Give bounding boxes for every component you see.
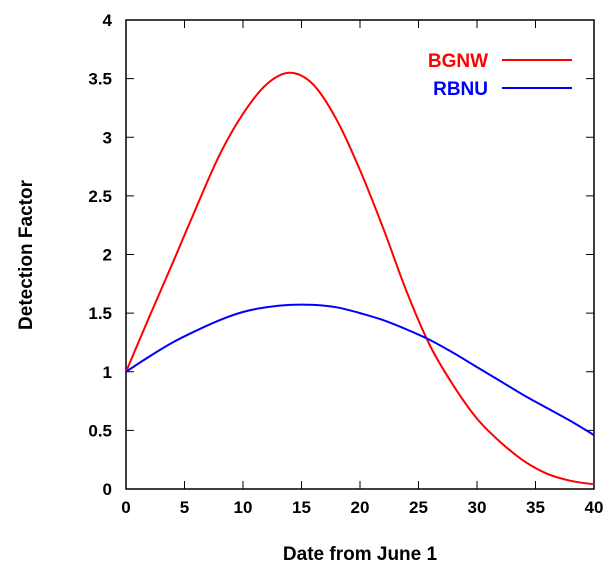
x-tick-label: 35 (526, 498, 545, 517)
series-line-rbnu (125, 303, 595, 436)
y-tick-label: 3.5 (88, 70, 112, 89)
y-axis-ticks: 0 0.5 1 1.5 2 2.5 3 3.5 4 (88, 11, 594, 499)
y-tick-label: 2 (103, 246, 112, 265)
plot-area-frame (125, 19, 595, 490)
legend-label-bgnw: BGNW (428, 51, 488, 72)
x-tick-label: 20 (351, 498, 370, 517)
x-tick-label: 25 (409, 498, 428, 517)
series-line-bgnw (125, 71, 595, 486)
series-lines (125, 71, 595, 486)
x-axis-ticks: 0 5 10 15 20 25 30 35 40 (121, 20, 603, 517)
y-tick-label: 1.5 (88, 304, 112, 323)
x-axis-label: Date from June 1 (283, 544, 438, 565)
legend-label-rbnu: RBNU (433, 79, 488, 100)
x-tick-label: 15 (292, 498, 311, 517)
legend: BGNW RBNU (428, 51, 572, 100)
y-tick-label: 2.5 (88, 187, 112, 206)
x-tick-label: 5 (180, 498, 189, 517)
y-tick-label: 3 (103, 128, 112, 147)
y-tick-label: 0 (103, 480, 112, 499)
x-tick-label: 10 (234, 498, 253, 517)
y-tick-label: 1 (103, 363, 112, 382)
x-tick-label: 40 (585, 498, 604, 517)
y-tick-label: 4 (103, 11, 113, 30)
x-tick-label: 0 (121, 498, 130, 517)
y-tick-label: 0.5 (88, 421, 112, 440)
y-axis-label: Detection Factor (16, 179, 37, 330)
x-tick-label: 30 (468, 498, 487, 517)
